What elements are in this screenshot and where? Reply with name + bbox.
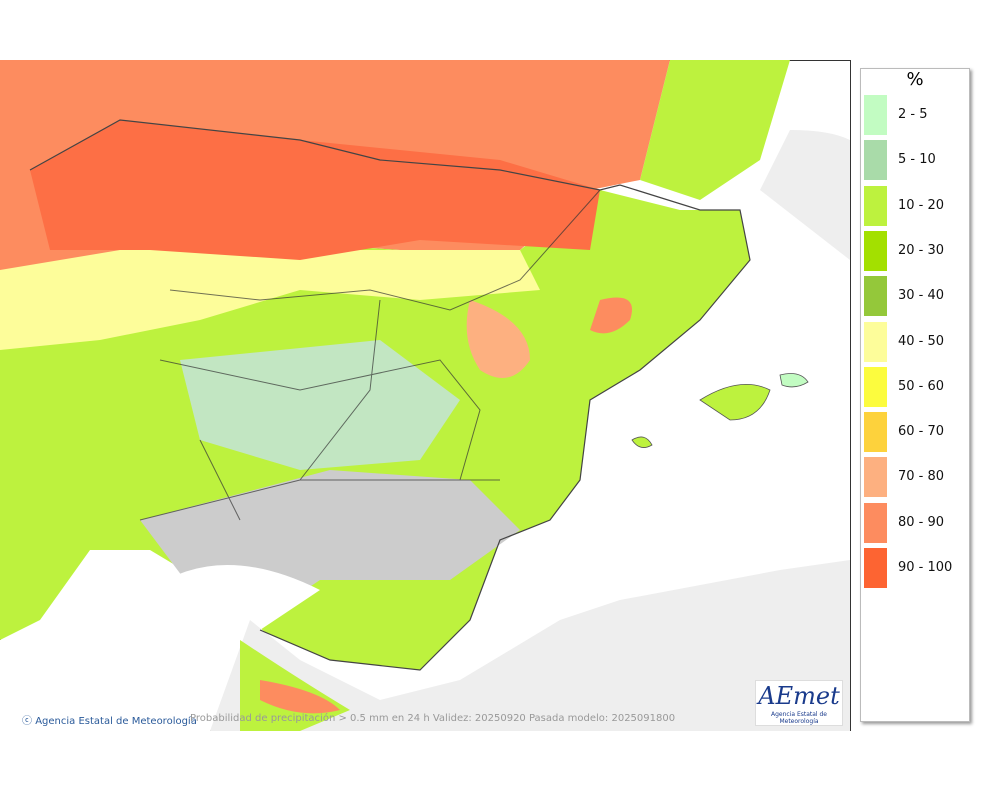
land <box>210 560 850 731</box>
legend-swatch <box>864 276 887 317</box>
credit-text: Agencia Estatal de Meteorología <box>35 716 197 727</box>
island <box>699 384 771 421</box>
rain-area <box>0 250 540 350</box>
legend-swatch <box>864 548 887 588</box>
credit: ⓒ Agencia Estatal de Meteorología <box>22 716 197 727</box>
legend-item: 60 - 70 <box>864 412 964 454</box>
coastline <box>29 119 751 671</box>
legend-label: 20 - 30 <box>898 242 945 258</box>
island <box>779 373 809 388</box>
legend-item: 50 - 60 <box>864 366 964 409</box>
legend-swatch <box>864 185 887 226</box>
legend-item: 2 - 5 <box>864 95 964 137</box>
border <box>139 189 601 521</box>
legend-label: 5 - 10 <box>898 152 936 168</box>
legend-item: 90 - 100 <box>864 548 964 590</box>
rain-area <box>590 297 632 334</box>
rain-area <box>260 680 340 714</box>
legend-label: 90 - 100 <box>898 560 953 575</box>
map <box>0 60 851 731</box>
legend-swatch <box>864 366 887 407</box>
rain-area <box>466 300 530 378</box>
legend-label: 60 - 70 <box>898 424 945 440</box>
rain-area <box>30 120 600 260</box>
legend-item: 40 - 50 <box>864 321 964 364</box>
sea <box>0 565 320 731</box>
land <box>760 130 850 260</box>
legend-swatch <box>864 140 887 181</box>
rain-area <box>180 340 460 470</box>
legend-label: 40 - 50 <box>898 333 945 349</box>
logo: AEmet Agencia Estatal de Meteorología <box>755 680 843 726</box>
island <box>631 436 653 448</box>
legend-title: % <box>906 69 924 90</box>
legend-item: 70 - 80 <box>864 457 964 499</box>
logo-subtitle: Agencia Estatal de Meteorología <box>770 711 827 725</box>
legend-label: 10 - 20 <box>898 197 945 213</box>
legend-swatch <box>864 502 887 543</box>
legend-label: 70 - 80 <box>898 469 945 485</box>
legend-swatch <box>864 457 887 498</box>
caption: Probabilidad de precipitación > 0.5 mm e… <box>190 713 676 724</box>
legend: % 2 - 5 5 - 10 10 - 20 20 - 30 30 - 40 40 - 5… <box>860 68 970 722</box>
legend-item: 30 - 40 <box>864 276 964 318</box>
legend-item: 10 - 20 <box>864 185 964 228</box>
legend-swatch <box>864 321 887 362</box>
legend-label: 80 - 90 <box>898 514 945 530</box>
legend-swatch <box>864 230 887 271</box>
legend-item: 80 - 90 <box>864 502 964 545</box>
legend-swatch <box>864 95 887 135</box>
rain-area <box>640 60 790 200</box>
legend-swatch <box>864 412 887 453</box>
legend-label: 50 - 60 <box>898 378 945 394</box>
legend-item: 5 - 10 <box>864 140 964 182</box>
legend-label: 30 - 40 <box>898 288 945 304</box>
logo-text: AEmet <box>758 682 840 710</box>
legend-label: 2 - 5 <box>898 107 928 122</box>
legend-item: 20 - 30 <box>864 230 964 273</box>
